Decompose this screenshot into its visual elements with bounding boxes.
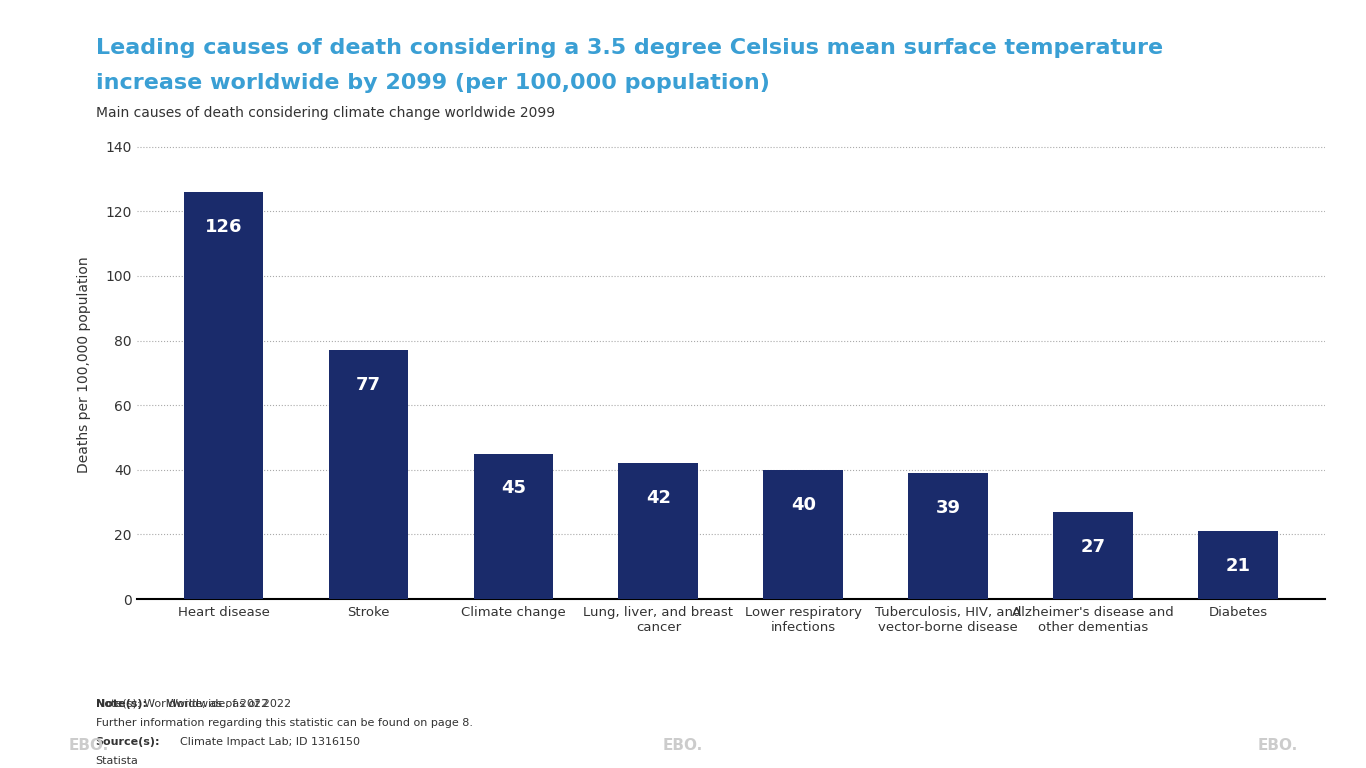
Text: Statista: Statista: [96, 756, 138, 766]
Text: Main causes of death considering climate change worldwide 2099: Main causes of death considering climate…: [96, 106, 555, 120]
Text: Further information regarding this statistic can be found on page 8.: Further information regarding this stati…: [96, 718, 473, 728]
Text: 27: 27: [1081, 538, 1105, 556]
Bar: [329, 350, 408, 599]
Bar: [619, 463, 698, 599]
Text: Source(s):: Source(s):: [96, 737, 160, 747]
Text: 42: 42: [646, 489, 671, 507]
Text: Leading causes of death considering a 3.5 degree Celsius mean surface temperatur: Leading causes of death considering a 3.…: [96, 38, 1162, 58]
Text: EBO.: EBO.: [1258, 737, 1298, 753]
Text: 39: 39: [936, 499, 960, 517]
Text: 77: 77: [357, 376, 381, 394]
Y-axis label: Deaths per 100,000 population: Deaths per 100,000 population: [78, 257, 92, 473]
Bar: [764, 470, 843, 599]
Text: 45: 45: [501, 479, 526, 498]
Text: increase worldwide by 2099 (per 100,000 population): increase worldwide by 2099 (per 100,000 …: [96, 73, 769, 93]
Text: Worldwide; as of 2022: Worldwide; as of 2022: [167, 699, 291, 709]
Bar: [1198, 531, 1279, 599]
Text: 40: 40: [791, 495, 816, 514]
Text: 21: 21: [1225, 557, 1250, 575]
Text: EBO.: EBO.: [663, 737, 703, 753]
Bar: [474, 454, 553, 599]
Text: 126: 126: [205, 218, 242, 236]
Text: Note(s):: Note(s):: [96, 699, 146, 709]
Bar: [908, 473, 988, 599]
Bar: [183, 192, 264, 599]
Bar: [1053, 511, 1132, 599]
Text: Climate Impact Lab; ID 1316150: Climate Impact Lab; ID 1316150: [180, 737, 361, 747]
Text: EBO.: EBO.: [68, 737, 108, 753]
Text: Note(s): Worldwide; as of 2022: Note(s): Worldwide; as of 2022: [96, 699, 268, 709]
